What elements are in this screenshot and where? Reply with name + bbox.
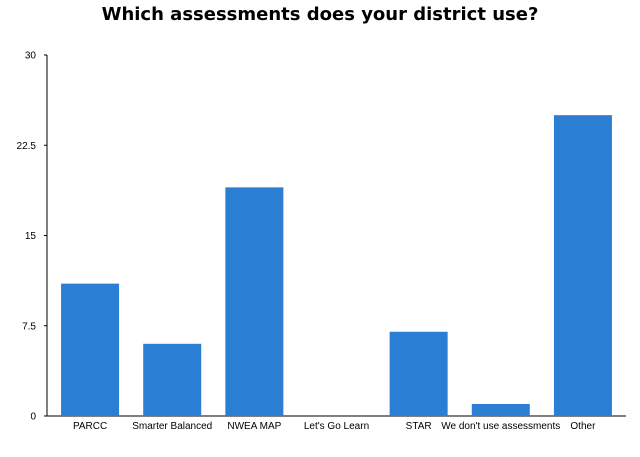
bar [553, 115, 612, 417]
y-tick-label: 7.5 [22, 321, 36, 332]
bar [471, 403, 530, 416]
y-tick-label: 22.5 [17, 141, 37, 152]
bar [61, 283, 120, 416]
x-tick-label: Smarter Balanced [132, 421, 212, 432]
y-tick-label: 15 [25, 231, 37, 242]
bars [61, 115, 612, 417]
x-tick-label: NWEA MAP [227, 421, 281, 432]
bar [143, 343, 202, 416]
y-tick-label: 0 [30, 412, 36, 423]
y-tick-labels: 0 7.5 15 22.5 30 [17, 51, 37, 423]
x-tick-label: We don't use assessments [441, 421, 560, 432]
y-tick-label: 30 [25, 51, 37, 62]
x-tick-label: Let's Go Learn [304, 421, 369, 432]
chart-title: Which assessments does your district use… [101, 4, 539, 25]
x-tick-label: STAR [406, 421, 432, 432]
x-tick-label: Other [570, 421, 596, 432]
x-tick-label: PARCC [73, 421, 107, 432]
bar [225, 187, 284, 416]
y-axis [44, 54, 48, 417]
bar [389, 331, 448, 416]
x-tick-labels: PARCC Smarter Balanced NWEA MAP Let's Go Le… [73, 421, 596, 432]
